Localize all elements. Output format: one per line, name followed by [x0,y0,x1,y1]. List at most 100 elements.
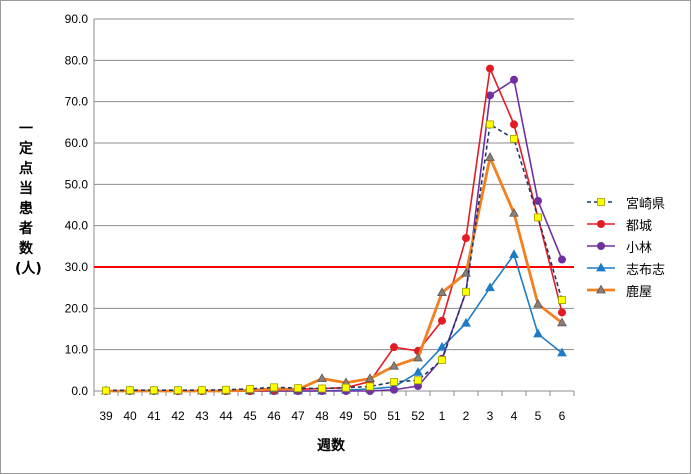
data-point [413,367,423,376]
legend-item-kanoya: 鹿屋 [585,279,685,301]
x-tick-label: 50 [363,409,377,423]
legend-item-shibushi: 志布志 [585,257,685,279]
y-tick-labels: 0.0 10.0 20.0 30.0 40.0 50.0 60.0 70.0 80.0 90.0 [65,12,89,398]
data-point [389,360,399,370]
data-point [174,386,182,395]
x-tick-label: 40 [123,409,137,423]
axes [93,19,575,396]
series-line [105,65,563,392]
y-tick-label: 30.0 [65,260,89,274]
data-point [510,134,518,143]
series-4 [101,152,567,395]
data-point [509,75,518,84]
x-tick-label: 52 [411,409,425,423]
x-tick-label: 2 [463,409,470,423]
legend: 宮崎県 都城 小林 志布志 鹿屋 [585,191,685,301]
legend-swatch-kanoya [587,284,615,294]
x-tick-label: 42 [171,409,185,423]
x-tick-label: 49 [339,409,353,423]
legend-swatch-miyakonojo [587,220,615,228]
x-tick-label: 41 [147,409,161,423]
legend-marker [596,220,605,228]
data-point [366,382,374,391]
data-point [462,287,470,296]
legend-label-shibushi: 志布志 [626,262,666,278]
data-point [485,91,494,100]
series-3 [101,249,567,395]
legend-item-miyakonojo: 都城 [585,213,685,235]
data-point [437,341,447,351]
data-point [509,249,519,259]
x-tick-label: 45 [243,409,257,423]
legend-label-miyazaki: 宮崎県 [626,196,666,212]
series-line [106,152,563,393]
data-point [342,383,350,392]
y-tick-label: 70.0 [65,95,89,109]
data-point [317,373,327,383]
legend-label-kanoya: 鹿屋 [626,284,653,300]
data-point [222,385,230,394]
data-point [365,373,375,383]
data-point [438,356,446,364]
data-point [509,120,518,129]
y-tick-label: 90.0 [65,12,89,26]
data-point [461,317,471,327]
data-point [509,207,519,217]
data-point [485,152,495,161]
legend-item-miyazaki: 宮崎県 [585,191,685,213]
y-axis-label: 一定点当患者数(人) [15,121,42,277]
y-tick-label: 20.0 [65,301,89,315]
legend-marker [596,284,606,294]
data-point [485,282,495,292]
data-point [150,386,158,395]
x-tick-label: 3 [487,409,494,423]
data-point [437,287,447,297]
x-tick-labels: 39 40 41 42 43 44 45 46 47 48 49 50 51 52 1 2 3 4 5 6 [99,409,565,423]
data-point [126,386,134,395]
x-tick-label: 4 [511,409,518,423]
y-tick-label: 50.0 [65,177,89,191]
legend-item-kobayashi: 小林 [585,235,685,257]
y-tick-label: 40.0 [65,219,89,233]
data-point [270,383,278,392]
x-tick-label: 39 [99,409,113,423]
data-point [533,298,543,308]
data-point [558,255,567,264]
data-point [557,317,567,327]
legend-marker [596,242,605,250]
data-point [557,347,567,357]
legend-swatch-kobayashi [587,242,615,250]
data-point [534,213,542,222]
x-tick-label: 5 [535,409,542,423]
data-point [389,343,398,352]
series-1 [102,64,567,395]
legend-label-kobayashi: 小林 [626,240,653,256]
data-point [246,385,254,393]
x-tick-label: 51 [387,409,401,423]
data-point [485,64,494,73]
legend-swatch-shibushi [587,262,615,272]
x-axis-label: 週数 [317,438,345,454]
data-point [461,234,470,243]
series-2 [102,75,567,395]
data-point [414,376,422,385]
x-tick-label: 48 [315,409,329,423]
data-point [198,386,206,395]
legend-marker [597,198,605,206]
x-tick-label: 46 [267,409,281,423]
y-tick-label: 80.0 [65,53,89,67]
data-point [558,296,566,304]
series-line [106,252,563,392]
data-point [102,386,110,395]
x-tick-label: 44 [219,409,233,423]
data-point [318,384,326,393]
legend-swatch-miyazaki [587,198,615,206]
y-tick-label: 0.0 [71,384,88,398]
data-point [534,196,543,205]
data-point [533,328,543,338]
y-tick-label: 60.0 [65,136,89,150]
x-tick-label: 47 [291,409,305,423]
data-point [486,120,494,129]
